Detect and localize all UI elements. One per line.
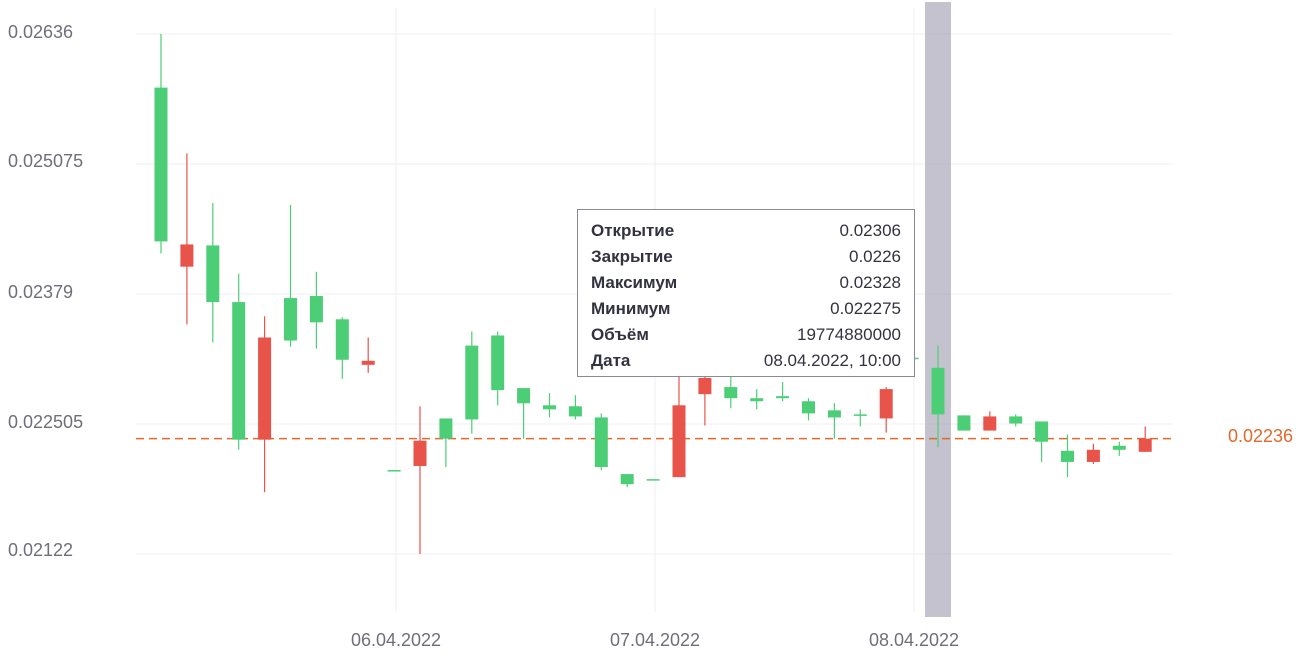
candle-body xyxy=(1061,450,1074,462)
candle-body xyxy=(309,296,323,323)
candle-body xyxy=(1086,449,1100,462)
candle-body xyxy=(983,416,997,431)
candle-body xyxy=(750,398,764,402)
tooltip-value: 0.02306 xyxy=(839,221,901,240)
candle-body xyxy=(1112,445,1126,450)
candle-body xyxy=(465,345,479,420)
candle-body xyxy=(957,415,971,431)
candle-body xyxy=(361,360,375,365)
y-tick-label: 0.025075 xyxy=(8,151,84,171)
tooltip-value: 19774880000 xyxy=(796,325,901,344)
candle-body xyxy=(646,479,660,481)
tooltip-value: 08.04.2022, 10:00 xyxy=(763,351,901,370)
candle-body xyxy=(232,302,246,440)
tooltip-value: 0.02328 xyxy=(839,273,901,292)
candle-body xyxy=(802,401,815,414)
x-tick-label: 06.04.2022 xyxy=(350,630,442,650)
tooltip-row-date: Дата 08.04.2022, 10:00 xyxy=(591,348,901,374)
y-tick-label: 0.02122 xyxy=(8,540,74,560)
candle-body xyxy=(284,298,297,341)
candle-body xyxy=(491,335,505,391)
tooltip-label: Закрытие xyxy=(591,247,673,266)
candle-body xyxy=(620,474,634,485)
candle-tooltip: Открытие 0.02306 Закрытие 0.0226 Максиму… xyxy=(577,209,915,377)
candle-body xyxy=(335,319,349,360)
candle-body xyxy=(827,410,841,418)
tooltip-value: 0.022275 xyxy=(830,299,901,318)
tooltip-label: Дата xyxy=(591,351,631,370)
candle-body xyxy=(594,417,608,467)
candle-body xyxy=(724,387,738,399)
candles-group xyxy=(154,34,1152,554)
tooltip-label: Объём xyxy=(591,325,649,344)
hover-highlight-band xyxy=(925,2,951,617)
candle-body xyxy=(1035,421,1049,442)
candle-body xyxy=(672,405,686,478)
candle-body xyxy=(776,396,790,399)
candle-body xyxy=(439,418,453,439)
candle-body xyxy=(568,406,582,417)
candle-body xyxy=(931,367,945,415)
candle-body xyxy=(154,87,168,242)
candle-body xyxy=(258,337,272,440)
tooltip-row-low: Минимум 0.022275 xyxy=(591,296,901,322)
last-price-label: 0.02236 xyxy=(1228,426,1294,446)
x-tick-label: 07.04.2022 xyxy=(609,630,701,650)
candle-body xyxy=(1009,416,1023,424)
tooltip-label: Максимум xyxy=(591,273,678,292)
y-tick-label: 0.02379 xyxy=(8,282,74,302)
tooltip-row-open: Открытие 0.02306 xyxy=(591,218,901,244)
candle-body xyxy=(879,389,893,419)
candle-body xyxy=(517,388,531,404)
candle-body xyxy=(698,377,712,395)
candle-body xyxy=(413,440,427,466)
candle-body xyxy=(1138,438,1152,452)
tooltip-label: Открытие xyxy=(591,221,675,240)
candle-body xyxy=(543,405,556,410)
candle-body xyxy=(206,245,220,303)
y-tick-label: 0.02636 xyxy=(8,22,74,42)
candle-body xyxy=(180,244,194,267)
tooltip-row-close: Закрытие 0.0226 xyxy=(591,244,901,270)
tooltip-label: Минимум xyxy=(591,299,671,318)
tooltip-value: 0.0226 xyxy=(849,247,901,266)
candle-body xyxy=(853,414,867,416)
x-tick-label: 08.04.2022 xyxy=(868,630,960,650)
candle-body xyxy=(387,470,401,472)
tooltip-row-high: Максимум 0.02328 xyxy=(591,270,901,296)
y-tick-label: 0.022505 xyxy=(8,412,84,432)
tooltip-row-volume: Объём 19774880000 xyxy=(591,322,901,348)
